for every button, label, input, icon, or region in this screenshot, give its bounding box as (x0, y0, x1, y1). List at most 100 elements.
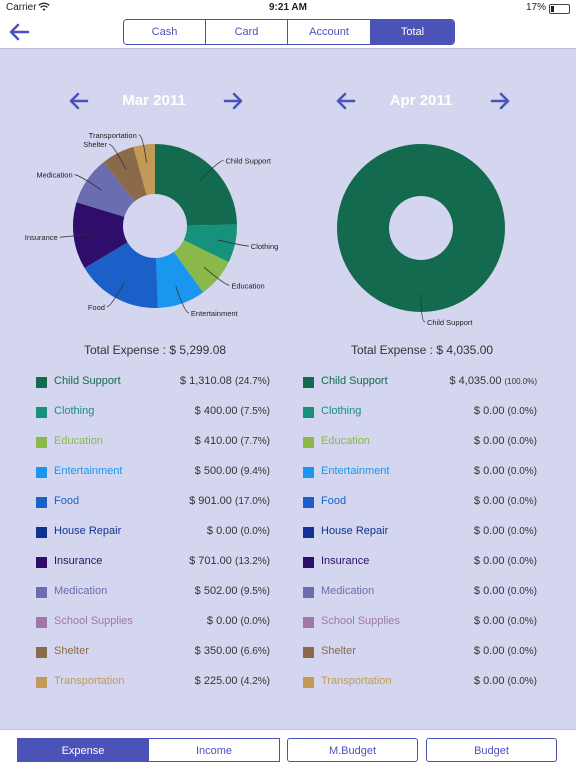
next-month-arrow-icon[interactable] (489, 90, 511, 112)
amount-value: $ 1,310.08 (179, 375, 232, 387)
category-amount: $ 0.00 (0.0%) (474, 435, 537, 447)
category-list-left: Child Support $ 1,310.08 (24.7%) Clothing $… (36, 371, 272, 701)
total-expense-left: Total Expense : $ 5,299.08 (83, 343, 227, 357)
list-item[interactable]: Clothing $ 0.00 (0.0%) (303, 401, 539, 431)
category-swatch (303, 557, 314, 568)
pie-chart-apr-2011: Child Support (336, 144, 505, 327)
category-name: Insurance (321, 555, 370, 567)
previous-month-arrow-icon[interactable] (335, 90, 357, 112)
list-item[interactable]: Insurance $ 0.00 (0.0%) (303, 551, 539, 581)
list-item[interactable]: School Supplies $ 0.00 (0.0%) (36, 611, 272, 641)
status-bar: Carrier 9:21 AM 17% (0, 0, 576, 16)
category-amount: $ 901.00 (17.0%) (189, 495, 270, 507)
wifi-icon (38, 2, 50, 15)
list-item[interactable]: Clothing $ 400.00 (7.5%) (36, 401, 272, 431)
tab-total[interactable]: Total (371, 20, 454, 44)
monthly-budget-button[interactable]: M.Budget (287, 738, 418, 762)
list-item[interactable]: Child Support $ 4,035.00 (100.0%) (303, 371, 539, 401)
pie-label: Insurance (25, 233, 58, 242)
percent-value: (17.0%) (234, 496, 270, 507)
list-item[interactable]: House Repair $ 0.00 (0.0%) (303, 521, 539, 551)
category-name: House Repair (321, 525, 389, 537)
category-name: Clothing (54, 405, 95, 417)
budget-button[interactable]: Budget (426, 738, 557, 762)
list-item[interactable]: Food $ 901.00 (17.0%) (36, 491, 272, 521)
list-item[interactable]: Medication $ 502.00 (9.5%) (36, 581, 272, 611)
amount-value: $ 901.00 (189, 495, 232, 507)
amount-value: $ 400.00 (194, 405, 238, 417)
tab-cash[interactable]: Cash (124, 20, 206, 44)
list-item[interactable]: Transportation $ 225.00 (4.2%) (36, 671, 272, 701)
bottom-tab-bar: Expense Income M.Budget Budget (0, 729, 576, 769)
battery-percent: 17% (525, 2, 546, 13)
category-name: Food (321, 495, 347, 507)
category-name: Shelter (321, 645, 356, 657)
category-name: Education (54, 435, 103, 447)
category-amount: $ 350.00 (6.6%) (195, 645, 270, 657)
list-item[interactable]: School Supplies $ 0.00 (0.0%) (303, 611, 539, 641)
back-arrow-icon[interactable] (8, 22, 30, 42)
tab-card[interactable]: Card (206, 20, 288, 44)
category-amount: $ 0.00 (0.0%) (207, 615, 270, 627)
list-item[interactable]: Food $ 0.00 (0.0%) (303, 491, 539, 521)
pie-label-leader (203, 266, 230, 286)
category-amount: $ 4,035.00 (100.0%) (449, 375, 537, 387)
percent-value: (0.0%) (507, 466, 537, 477)
amount-value: $ 0.00 (473, 645, 505, 657)
pie-label: Shelter (83, 140, 107, 149)
category-name: School Supplies (54, 615, 133, 627)
category-name: Food (54, 495, 80, 507)
list-item[interactable]: Education $ 0.00 (0.0%) (303, 431, 539, 461)
pie-slice (103, 146, 147, 202)
category-amount: $ 0.00 (0.0%) (207, 525, 270, 537)
list-item[interactable]: House Repair $ 0.00 (0.0%) (36, 521, 272, 551)
amount-value: $ 225.00 (194, 675, 238, 687)
list-item[interactable]: Entertainment $ 0.00 (0.0%) (303, 461, 539, 491)
category-swatch (36, 467, 47, 478)
category-name: Shelter (54, 645, 89, 657)
category-amount: $ 701.00 (13.2%) (189, 555, 270, 567)
amount-value: $ 0.00 (473, 615, 505, 627)
pie-label: Child Support (427, 318, 473, 327)
pie-label-leader (217, 239, 249, 247)
amount-value: $ 4,035.00 (449, 375, 502, 387)
category-swatch (303, 437, 314, 448)
amount-value: $ 0.00 (473, 495, 505, 507)
pie-label-leader (74, 174, 103, 191)
pie-label-leader (138, 134, 147, 163)
category-name: Medication (321, 585, 375, 597)
category-amount: $ 1,310.08 (24.7%) (180, 375, 270, 387)
category-name: House Repair (54, 525, 122, 537)
previous-month-arrow-icon[interactable] (68, 90, 90, 112)
percent-value: (7.7%) (240, 436, 270, 447)
category-amount: $ 0.00 (0.0%) (474, 465, 537, 477)
amount-value: $ 0.00 (473, 525, 505, 537)
list-item[interactable]: Insurance $ 701.00 (13.2%) (36, 551, 272, 581)
category-swatch (303, 527, 314, 538)
category-amount: $ 410.00 (7.7%) (195, 435, 270, 447)
category-amount: $ 0.00 (0.0%) (474, 405, 537, 417)
category-swatch (36, 377, 47, 388)
percent-value: (13.2%) (234, 556, 270, 567)
list-item[interactable]: Child Support $ 1,310.08 (24.7%) (36, 371, 272, 401)
list-item[interactable]: Transportation $ 0.00 (0.0%) (303, 671, 539, 701)
category-swatch (303, 407, 314, 418)
tab-account[interactable]: Account (288, 20, 371, 44)
battery-icon (549, 4, 570, 14)
income-tab[interactable]: Income (148, 738, 280, 762)
category-swatch (36, 647, 47, 658)
list-item[interactable]: Education $ 410.00 (7.7%) (36, 431, 272, 461)
list-item[interactable]: Shelter $ 0.00 (0.0%) (303, 641, 539, 671)
pie-label: Medication (36, 171, 72, 180)
percent-value: (9.5%) (240, 586, 270, 597)
expense-tab[interactable]: Expense (17, 738, 149, 762)
list-item[interactable]: Shelter $ 350.00 (6.6%) (36, 641, 272, 671)
pie-label: Education (231, 281, 264, 290)
category-swatch (303, 587, 314, 598)
percent-value: (6.6%) (240, 646, 270, 657)
next-month-arrow-icon[interactable] (222, 90, 244, 112)
list-item[interactable]: Medication $ 0.00 (0.0%) (303, 581, 539, 611)
amount-value: $ 0.00 (206, 615, 238, 627)
list-item[interactable]: Entertainment $ 500.00 (9.4%) (36, 461, 272, 491)
pie-label-leader (59, 233, 92, 238)
